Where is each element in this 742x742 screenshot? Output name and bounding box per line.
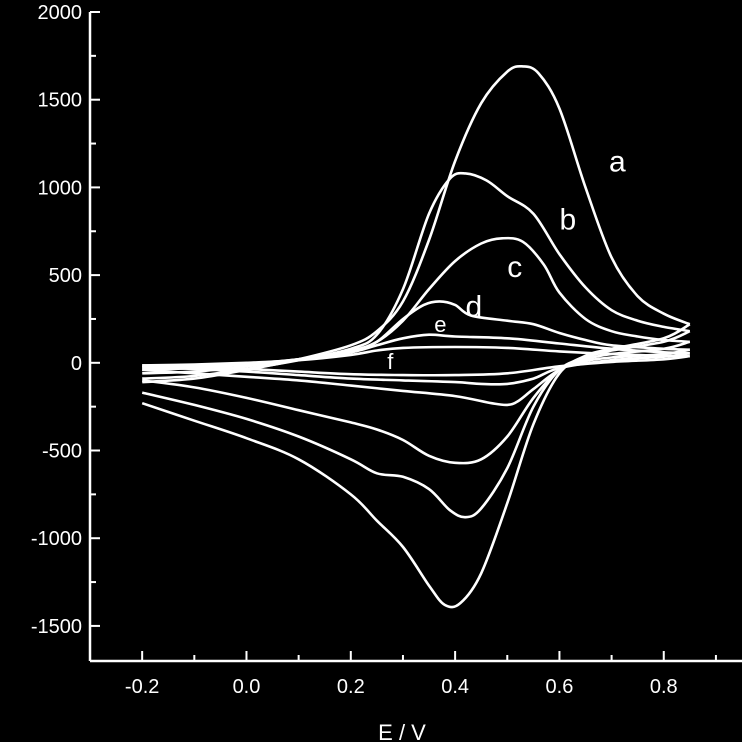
- x-axis-title: E / V: [378, 720, 426, 742]
- series-f-anodic-line: [142, 345, 690, 367]
- series-f-label: f: [387, 349, 394, 374]
- x-tick-label: 0.6: [546, 676, 574, 698]
- series-e-label: e: [434, 312, 446, 337]
- series-a-cathodic-line: [141, 323, 691, 609]
- y-tick-label: 1000: [38, 177, 83, 199]
- y-tick-label: -1000: [31, 528, 82, 550]
- x-tick-label: 0.2: [337, 676, 365, 698]
- y-tick-label: -1500: [31, 616, 82, 638]
- y-tick-label: -500: [42, 441, 82, 463]
- x-tick-label: 0.0: [233, 676, 261, 698]
- series-f-cathodic-line: [142, 354, 690, 377]
- series-c-cathodic-line: [142, 340, 691, 465]
- series-d-cathodic-line: [142, 348, 691, 407]
- y-tick-label: 2000: [38, 2, 83, 24]
- series-e-cathodic-line: [142, 351, 690, 386]
- series-c-label: c: [507, 251, 522, 284]
- y-tick-label: 0: [71, 353, 82, 375]
- axes: 2000 1500 1000 500 0 -500 -1000 -1500 -0.2 0.0 0.2…: [31, 2, 742, 698]
- x-tick-label: -0.2: [125, 676, 159, 698]
- curve-labels: ab cde f: [387, 146, 626, 374]
- series-a-label: a: [609, 146, 626, 179]
- x-tick-label: 0.4: [441, 676, 469, 698]
- x-tick-label: 0.8: [650, 676, 678, 698]
- series-b-label: b: [559, 204, 576, 237]
- series-layer: [141, 64, 691, 609]
- y-tick-label: 500: [49, 265, 82, 287]
- y-tick-label: 1500: [38, 90, 83, 112]
- series-d-label: d: [466, 290, 483, 323]
- series-b-cathodic-line: [141, 330, 691, 519]
